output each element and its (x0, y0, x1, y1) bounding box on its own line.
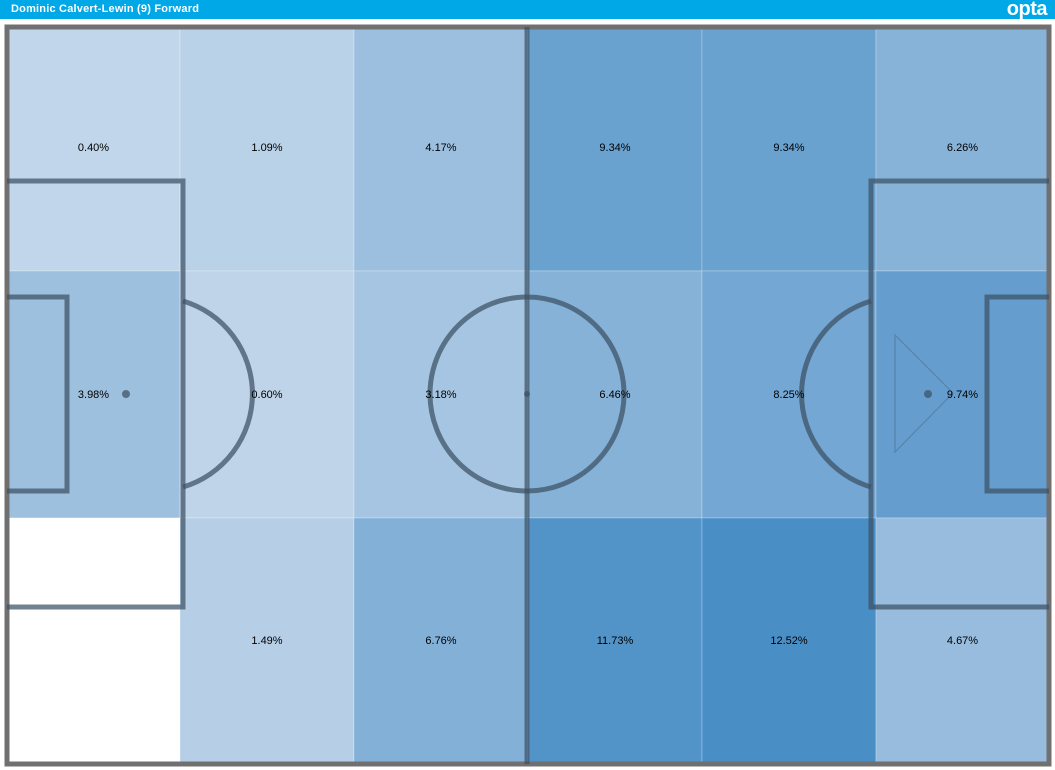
zone-percentage: 1.09% (251, 142, 283, 154)
heatmap-cell (701, 517, 877, 765)
zone-percentage: 12.52% (770, 635, 808, 647)
left-six-yard-box (7, 294, 70, 494)
zone-percentage: 3.98% (77, 388, 110, 401)
pitch-svg (4, 24, 1052, 767)
zone-percentage: 6.26% (946, 142, 979, 154)
zone-percentage: 6.46% (599, 388, 631, 401)
zone-percentage: 9.34% (773, 142, 805, 154)
left-penalty-spot (122, 390, 130, 398)
title-bar: Dominic Calvert-Lewin (9) Forward opta (0, 0, 1055, 20)
right-penalty-arc (799, 298, 872, 490)
zone-percentage: 0.40% (77, 142, 110, 154)
zone-percentage: 9.34% (599, 142, 631, 154)
left-penalty-arc (182, 298, 255, 490)
heatmap-cell (6, 517, 181, 765)
direction-arrow-icon (894, 333, 954, 454)
left-penalty-area (7, 178, 186, 610)
player-title: Dominic Calvert-Lewin (9) Forward (11, 3, 200, 15)
heatmap-cell (875, 270, 1050, 519)
heatmap-cell (179, 517, 355, 765)
heatmap-cell (179, 24, 355, 272)
zone-percentage: 0.60% (251, 388, 283, 401)
right-six-yard-box (984, 294, 1049, 494)
heatmap-cells (6, 24, 1050, 765)
pitch-markings (4, 24, 1052, 767)
right-penalty-area (868, 178, 1049, 610)
zone-percentage: 1.49% (251, 635, 283, 647)
zone-percentage: 3.18% (425, 388, 457, 401)
heatmap-cell (701, 24, 877, 272)
zone-percentage: 11.73% (596, 635, 634, 647)
centre-circle (427, 294, 627, 494)
zone-percentage: 8.25% (773, 388, 805, 401)
opta-logo: opta (1006, 0, 1048, 20)
heatmap-cell (6, 24, 181, 272)
centre-spot (524, 391, 530, 397)
heatmap-cell (353, 517, 529, 765)
right-penalty-spot (924, 390, 932, 398)
zone-percentage: 4.17% (425, 142, 457, 154)
zone-percentage: 9.74% (946, 388, 979, 401)
heatmap-cell (527, 270, 703, 519)
heatmap-cell (875, 24, 1050, 272)
heatmap-cell (875, 517, 1050, 765)
heatmap-cell (6, 270, 181, 519)
heatmap-cell (527, 24, 703, 272)
zone-percentage: 6.76% (425, 635, 457, 647)
zone-percentage: 4.67% (946, 635, 979, 647)
pitch-heatmap: 0.40% 1.09% 4.17% 9.34% 9.34% 6.26% 3.98% 0.60%… (0, 19, 1055, 770)
